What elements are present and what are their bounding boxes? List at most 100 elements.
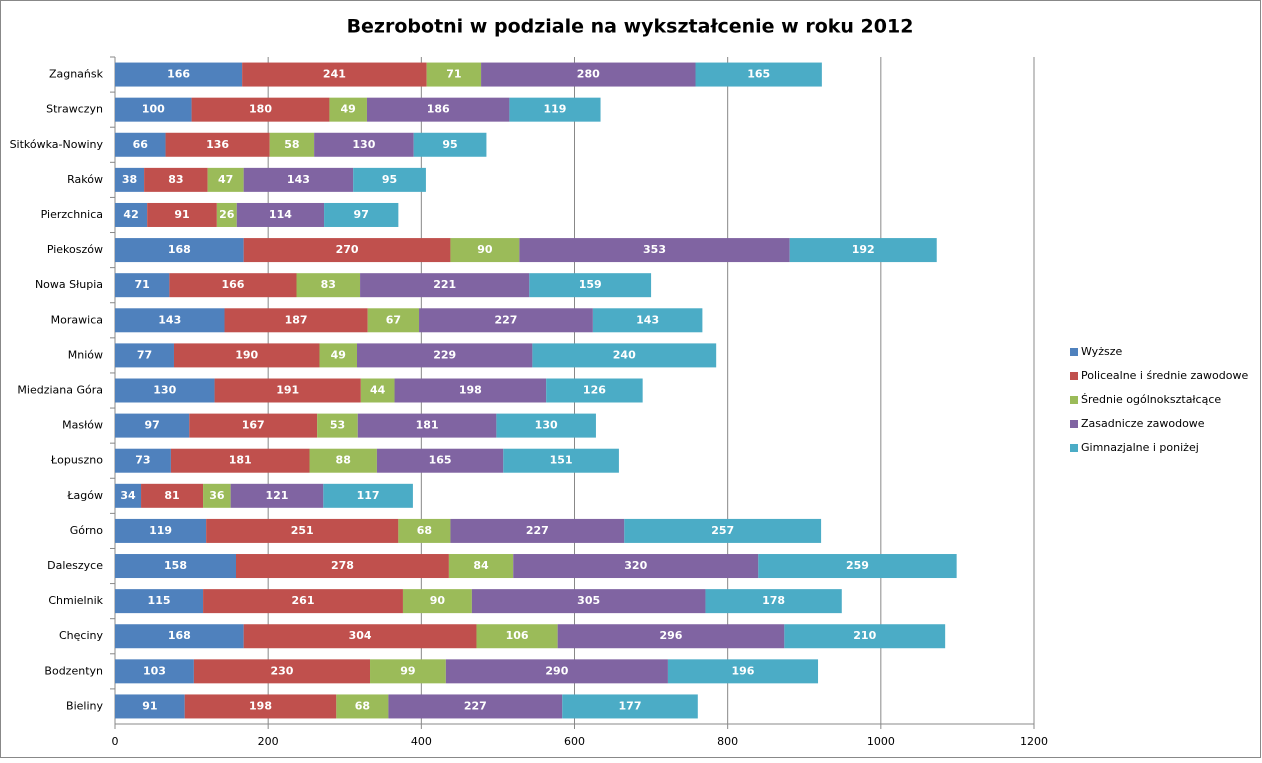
value-label: 88: [336, 454, 351, 467]
value-label: 77: [137, 348, 152, 361]
bar-segment: [388, 694, 563, 719]
bar-segment: [115, 308, 225, 333]
y-tick-label: Chęciny: [59, 629, 103, 642]
bar-segment: [426, 62, 482, 87]
bar-segment: [144, 167, 208, 192]
bar-segment: [376, 448, 504, 473]
bar-segment: [115, 97, 192, 122]
bar-segment: [314, 132, 414, 157]
y-tick-label: Miedziana Góra: [17, 384, 103, 397]
value-label: 95: [382, 173, 397, 186]
value-label: 305: [577, 594, 600, 607]
value-label: 198: [459, 384, 482, 397]
bar-segment: [513, 554, 759, 579]
legend-label: Zasadnicze zawodowe: [1081, 417, 1205, 430]
bar-segment: [450, 518, 625, 543]
value-label: 44: [370, 384, 386, 397]
value-label: 151: [550, 454, 573, 467]
bar-segment: [115, 554, 237, 579]
bar-segment: [236, 202, 325, 227]
bar-segment: [319, 343, 358, 368]
y-tick-label: Morawica: [51, 313, 103, 326]
bar-segment: [360, 273, 530, 298]
value-label: 71: [135, 278, 150, 291]
value-label: 251: [291, 524, 314, 537]
y-tick-label: Masłów: [62, 419, 103, 432]
bar-segment: [242, 62, 427, 87]
value-label: 58: [284, 138, 299, 151]
y-tick-label: Bodzentyn: [44, 664, 103, 677]
bar-segment: [496, 413, 596, 438]
bar-segment: [357, 413, 497, 438]
bar-segment: [141, 483, 204, 508]
bar-segment: [394, 378, 547, 403]
bar-segment: [243, 238, 451, 263]
value-label: 227: [526, 524, 549, 537]
value-label: 53: [330, 419, 345, 432]
value-label: 119: [149, 524, 172, 537]
bar-segment: [115, 448, 171, 473]
value-label: 320: [624, 559, 647, 572]
value-label: 196: [731, 664, 754, 677]
bar-segment: [323, 483, 413, 508]
value-label: 42: [123, 208, 138, 221]
value-label: 91: [142, 699, 157, 712]
bar-segment: [705, 589, 842, 614]
bar-segment: [370, 659, 446, 684]
bar-segment: [317, 413, 358, 438]
value-label: 227: [464, 699, 487, 712]
bar-segment: [450, 238, 520, 263]
value-label: 241: [323, 68, 346, 81]
y-tick-label: Bieliny: [66, 699, 103, 712]
y-tick-label: Strawczyn: [46, 103, 103, 116]
y-tick-label: Sitkówka-Nowiny: [10, 138, 104, 151]
bar-segment: [413, 132, 487, 157]
x-tick-label: 400: [411, 735, 432, 748]
value-label: 261: [292, 594, 315, 607]
value-label: 100: [142, 103, 165, 116]
value-label: 259: [846, 559, 869, 572]
bar-segment: [592, 308, 703, 333]
bar-segment: [503, 448, 619, 473]
bar-segment: [309, 448, 377, 473]
value-label: 66: [133, 138, 149, 151]
value-label: 227: [494, 313, 517, 326]
bar-segment: [532, 343, 717, 368]
value-label: 83: [321, 278, 336, 291]
y-tick-label: Nowa Słupia: [35, 278, 103, 291]
bar-segment: [115, 694, 185, 719]
y-tick-label: Górno: [70, 524, 104, 537]
value-label: 106: [506, 629, 529, 642]
y-tick-label: Łagów: [66, 489, 103, 502]
value-label: 240: [613, 348, 636, 361]
value-label: 68: [417, 524, 432, 537]
value-label: 180: [249, 103, 272, 116]
value-label: 71: [446, 68, 461, 81]
value-label: 186: [427, 103, 450, 116]
value-label: 49: [331, 348, 346, 361]
bar-segment: [481, 62, 696, 87]
legend-label: Wyższe: [1081, 345, 1122, 358]
bar-segment: [216, 202, 237, 227]
value-label: 67: [386, 313, 401, 326]
legend-swatch: [1070, 444, 1078, 452]
bar-segment: [147, 202, 217, 227]
y-tick-label: Zagnańsk: [49, 68, 104, 81]
value-label: 136: [206, 138, 229, 151]
bar-segment: [367, 308, 420, 333]
value-label: 166: [221, 278, 244, 291]
bar-segment: [471, 589, 706, 614]
y-tick-label: Raków: [67, 173, 103, 186]
bar-segment: [193, 659, 371, 684]
y-tick-label: Mniów: [68, 348, 103, 361]
bar-segment: [203, 589, 403, 614]
value-label: 198: [249, 699, 272, 712]
y-tick-label: Daleszyce: [47, 559, 103, 572]
value-label: 36: [209, 489, 225, 502]
value-label: 278: [331, 559, 354, 572]
bar-segment: [398, 518, 451, 543]
bar-segment: [557, 624, 785, 649]
bar-segment: [115, 413, 190, 438]
bar-segment: [695, 62, 822, 87]
